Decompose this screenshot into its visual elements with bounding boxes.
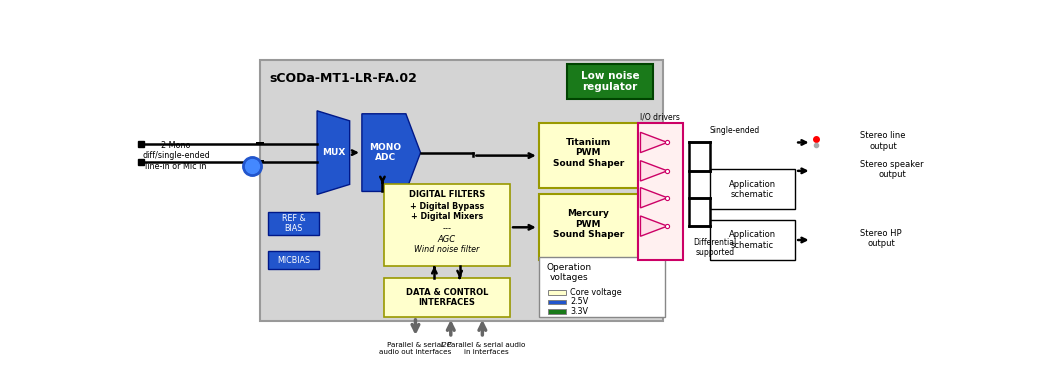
Bar — [539, 123, 638, 189]
Polygon shape — [362, 114, 420, 191]
Text: Single-ended: Single-ended — [709, 126, 760, 135]
Text: MICBIAS: MICBIAS — [276, 256, 310, 265]
Text: I/O drivers: I/O drivers — [640, 113, 680, 122]
Text: Stereo line
output: Stereo line output — [861, 131, 906, 151]
Bar — [709, 220, 796, 260]
Bar — [384, 184, 510, 266]
Bar — [268, 251, 318, 269]
Text: Application
schematic: Application schematic — [729, 180, 776, 199]
Text: + Digital Bypass: + Digital Bypass — [410, 202, 485, 211]
Text: Operation
voltages: Operation voltages — [547, 263, 592, 282]
Polygon shape — [640, 132, 667, 152]
Text: I2C: I2C — [440, 342, 453, 348]
Text: 2.5V: 2.5V — [571, 298, 589, 307]
Polygon shape — [317, 111, 350, 194]
Text: DATA & CONTROL
INTERFACES: DATA & CONTROL INTERFACES — [406, 288, 489, 307]
Text: Mercury
PWM
Sound Shaper: Mercury PWM Sound Shaper — [553, 210, 624, 239]
Bar — [256, 160, 264, 163]
Text: Stereo HP
output: Stereo HP output — [861, 229, 902, 248]
Bar — [568, 64, 653, 99]
Text: Stereo speaker
output: Stereo speaker output — [861, 159, 924, 179]
Text: Parallel & serial
audio out interfaces: Parallel & serial audio out interfaces — [379, 342, 452, 355]
Bar — [549, 310, 566, 314]
Text: MUX: MUX — [322, 148, 345, 157]
Bar — [549, 290, 566, 294]
Text: Application
schematic: Application schematic — [729, 230, 776, 250]
Bar — [256, 142, 264, 145]
Polygon shape — [640, 216, 667, 236]
Text: Differential
supported: Differential supported — [694, 238, 737, 258]
Text: Low noise
regulator: Low noise regulator — [580, 71, 639, 92]
Text: ---: --- — [442, 224, 452, 233]
Bar — [539, 257, 665, 317]
Bar — [260, 60, 663, 321]
Text: Titanium
PWM
Sound Shaper: Titanium PWM Sound Shaper — [553, 138, 624, 168]
Bar — [549, 300, 566, 305]
Bar — [539, 194, 638, 260]
Text: Core voltage: Core voltage — [571, 288, 622, 297]
Bar — [638, 123, 683, 260]
Bar — [384, 278, 510, 317]
Bar — [268, 212, 318, 235]
Text: 2 Mono
diff/single-ended
line-in or Mic in: 2 Mono diff/single-ended line-in or Mic … — [142, 141, 210, 170]
Bar — [709, 169, 796, 210]
Polygon shape — [640, 187, 667, 208]
Text: REF &
BIAS: REF & BIAS — [282, 214, 306, 233]
Text: 3.3V: 3.3V — [571, 307, 589, 316]
Polygon shape — [640, 161, 667, 181]
Text: MONO
ADC: MONO ADC — [369, 143, 401, 162]
Text: Parallel & serial audio
in interfaces: Parallel & serial audio in interfaces — [448, 342, 526, 355]
Text: DIGITAL FILTERS: DIGITAL FILTERS — [409, 190, 486, 199]
Text: + Digital Mixers: + Digital Mixers — [411, 212, 483, 221]
Text: Wind noise filter: Wind noise filter — [414, 244, 479, 254]
Text: AGC: AGC — [438, 235, 456, 244]
Text: sCODa-MT1-LR-FA.02: sCODa-MT1-LR-FA.02 — [270, 72, 417, 85]
